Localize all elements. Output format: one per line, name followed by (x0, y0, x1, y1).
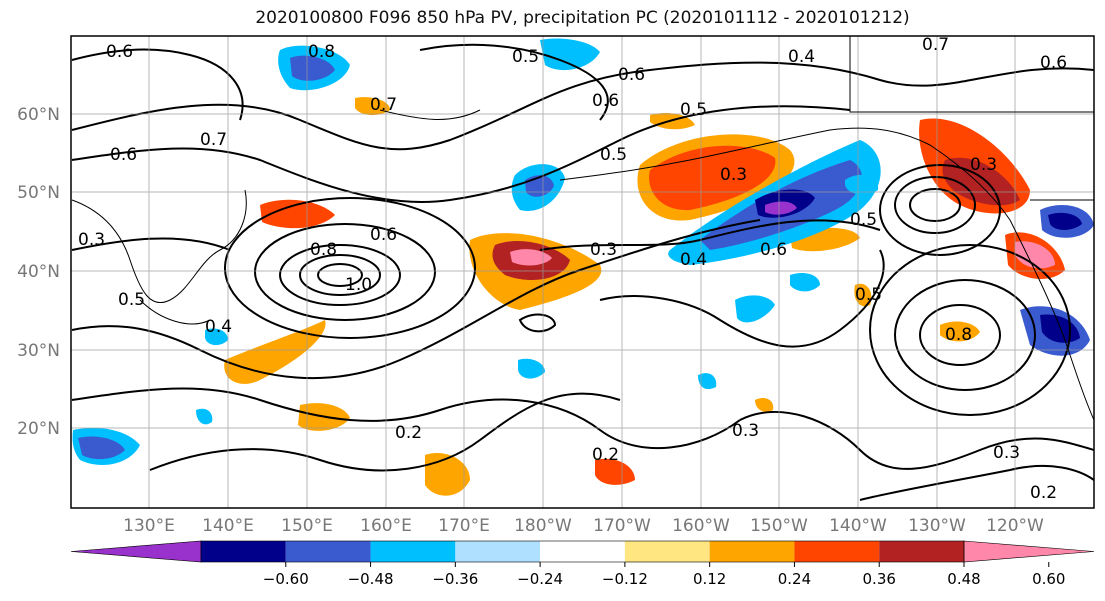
contour-label: 0.3 (993, 443, 1020, 463)
contour-label: 0.2 (592, 445, 619, 465)
contour-label: 0.6 (370, 225, 397, 245)
contour-label: 0.4 (680, 250, 707, 270)
lon-label: 140°W (829, 516, 887, 536)
lon-label: 140°E (202, 516, 254, 536)
latitude-labels: 60°N 50°N 40°N 30°N 20°N (17, 105, 60, 439)
contour-label: 0.7 (200, 130, 227, 150)
colorbar-segment (879, 541, 964, 562)
lon-label: 180°W (514, 516, 572, 536)
colorbar-frame (200, 540, 965, 563)
contour-label: 0.6 (618, 65, 645, 85)
lon-label: 150°E (281, 516, 333, 536)
lat-label: 50°N (17, 183, 60, 203)
colorbar-segment (201, 541, 286, 562)
contour-label: 0.6 (1040, 53, 1067, 73)
map-title: 2020100800 F096 850 hPa PV, precipitatio… (255, 8, 910, 28)
lat-label: 40°N (17, 262, 60, 282)
contour-label: 1.0 (345, 275, 372, 295)
precipitation-shading (72, 38, 1094, 496)
contour-label: 0.4 (205, 317, 232, 337)
contour-label: 0.5 (600, 145, 627, 165)
contour-label: 0.5 (512, 47, 539, 67)
contour-label: 0.6 (760, 240, 787, 260)
longitude-labels: 130°E 140°E 150°E 160°E 170°E 180°W 170°… (123, 516, 1044, 536)
colorbar-segment (455, 541, 541, 562)
graticule (71, 36, 1094, 508)
colorbar-tick-label: 0.36 (863, 570, 896, 588)
contour-label: 0.7 (370, 95, 397, 115)
colorbar-extend-high (963, 540, 1095, 563)
contour-label: 0.8 (310, 240, 337, 260)
contour-label: 0.2 (395, 423, 422, 443)
lat-label: 60°N (17, 105, 60, 125)
colorbar-segment (709, 541, 795, 562)
contour-label: 0.3 (720, 165, 747, 185)
lon-label: 130°W (908, 516, 966, 536)
colorbar-tick-label: 0.60 (1032, 570, 1065, 588)
pv-contours (71, 43, 1094, 501)
contour-labels: 0.6 0.8 0.7 0.5 0.4 0.6 0.5 0.3 0.6 0.5 … (78, 35, 1067, 503)
colorbar-tick-label: −0.36 (432, 570, 478, 588)
contour-label: 0.6 (592, 91, 619, 111)
contour-label: 0.7 (922, 35, 949, 55)
contour-label: 0.4 (788, 47, 815, 67)
contour-label: 0.6 (106, 42, 133, 62)
contour-label: 0.3 (590, 240, 617, 260)
colorbar-segment (624, 541, 710, 562)
coastlines (71, 36, 1094, 421)
colorbar-segment (370, 541, 456, 562)
colorbar-tick-label: 0.12 (693, 570, 726, 588)
contour-label: 0.3 (732, 421, 759, 441)
contour-label: 0.5 (118, 290, 145, 310)
contour-label: 0.3 (78, 230, 105, 250)
plot-border (70, 35, 1095, 509)
colorbar-tick-label: 0.24 (778, 570, 811, 588)
contour-label: 0.5 (680, 100, 707, 120)
colorbar: −0.60 −0.48 −0.36 −0.24 −0.12 0.12 0.24 0.36 0.4… (70, 540, 1095, 588)
contour-label: 0.6 (110, 145, 137, 165)
lon-label: 120°W (986, 516, 1044, 536)
contour-label: 0.3 (970, 155, 997, 175)
contour-label: 0.5 (855, 285, 882, 305)
colorbar-tick-label: −0.12 (602, 570, 648, 588)
colorbar-tick-label: −0.48 (348, 570, 394, 588)
lon-label: 170°W (593, 516, 651, 536)
lon-label: 130°E (123, 516, 175, 536)
colorbar-segment (540, 541, 625, 562)
colorbar-extend-low (70, 540, 202, 563)
lat-label: 30°N (17, 341, 60, 361)
lon-label: 150°W (750, 516, 808, 536)
contour-label: 0.5 (850, 210, 877, 230)
contour-label: 0.2 (1030, 483, 1057, 503)
lat-label: 20°N (17, 419, 60, 439)
colorbar-segment (285, 541, 371, 562)
colorbar-tick-label: −0.60 (263, 570, 309, 588)
colorbar-tick-label: −0.24 (517, 570, 563, 588)
colorbar-tick-label: 0.48 (947, 570, 980, 588)
colorbar-segment (794, 541, 880, 562)
contour-label: 0.8 (945, 325, 972, 345)
lon-label: 160°W (672, 516, 730, 536)
contour-label: 0.8 (308, 42, 335, 62)
lon-label: 160°E (360, 516, 412, 536)
lon-label: 170°E (438, 516, 490, 536)
